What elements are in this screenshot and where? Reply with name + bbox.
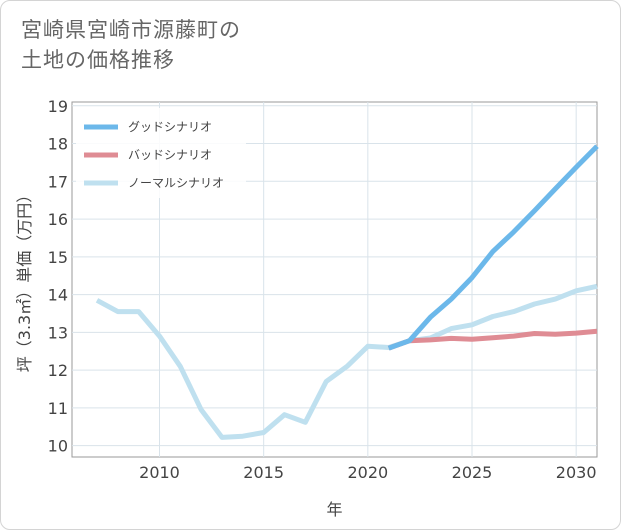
y-tick-label: 15 (48, 248, 68, 267)
tick-labels: 2010 2015 2020 2025 2030 10 11 12 13 14 15 16 17 18 19 (48, 97, 597, 482)
y-tick-label: 16 (48, 210, 68, 229)
series-line-1 (387, 328, 598, 351)
y-tick-label: 14 (48, 286, 68, 305)
y-tick-label: 12 (48, 361, 68, 380)
y-tick-label: 11 (48, 399, 68, 418)
chart-title-line-2: 土地の価格推移 (21, 48, 175, 72)
x-axis-label: 年 (326, 500, 342, 519)
series-line-2 (95, 283, 598, 440)
chart-title-line-1: 宮崎県宮崎市源藤町の (21, 18, 241, 42)
legend-label: ノーマルシナリオ (128, 176, 224, 190)
y-tick-label: 19 (48, 97, 68, 116)
x-tick-label: 2015 (243, 463, 284, 482)
x-tick-label: 2020 (347, 463, 388, 482)
chart-title: 宮崎県宮崎市源藤町の 土地の価格推移 (21, 15, 241, 75)
y-axis-label: 坪（3.3㎡）単価（万円） (15, 187, 34, 372)
x-tick-label: 2030 (556, 463, 597, 482)
series-group (95, 144, 599, 440)
y-tick-label: 18 (48, 135, 68, 154)
x-tick-label: 2025 (452, 463, 493, 482)
y-tick-label: 17 (48, 172, 68, 191)
series-line-0 (387, 144, 599, 351)
x-tick-label: 2010 (139, 463, 180, 482)
legend-label: バッドシナリオ (128, 148, 212, 162)
y-tick-label: 10 (48, 437, 68, 456)
legend-label: グッドシナリオ (128, 120, 212, 134)
y-tick-label: 13 (48, 323, 68, 342)
